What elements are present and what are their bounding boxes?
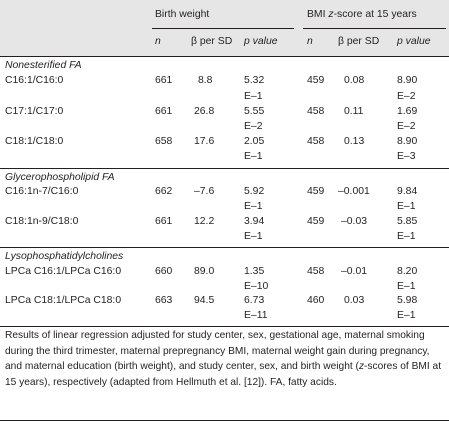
cell-p1-exponent: E–1 bbox=[244, 91, 263, 102]
table-bottom-rule bbox=[0, 326, 449, 327]
cell-p2-exponent: E–1 bbox=[397, 310, 416, 321]
cell-p2-exponent: E–1 bbox=[397, 281, 416, 292]
row-label: C16:1n-7/C16:0 bbox=[5, 186, 79, 197]
cell-p2-mantissa: 8.90 bbox=[397, 136, 418, 147]
cell-p1-mantissa: 6.73 bbox=[244, 295, 265, 306]
cell-n1: 660 bbox=[155, 266, 173, 277]
section-rule bbox=[0, 168, 449, 169]
cell-p1-mantissa: 5.92 bbox=[244, 186, 265, 197]
cell-n2: 458 bbox=[307, 106, 325, 117]
cell-beta2: –0.01 bbox=[341, 266, 368, 277]
group-header-bmi: BMI z-score at 15 years bbox=[307, 9, 417, 21]
cell-p2-exponent: E–2 bbox=[397, 91, 416, 102]
col-header-beta2: β per SD bbox=[338, 36, 380, 47]
cell-p1-exponent: E–2 bbox=[244, 121, 263, 132]
cell-n1: 661 bbox=[155, 106, 173, 117]
cell-p1-exponent: E–1 bbox=[244, 151, 263, 162]
cell-p2-mantissa: 9.84 bbox=[397, 186, 418, 197]
cell-beta1: –7.6 bbox=[194, 186, 215, 197]
cell-p2-exponent: E–2 bbox=[397, 121, 416, 132]
row-label: C18:1/C18:0 bbox=[5, 136, 64, 147]
section-title: Glycerophospholipid FA bbox=[5, 172, 115, 183]
cell-p2-mantissa: 5.85 bbox=[397, 216, 418, 227]
cell-beta2: 0.03 bbox=[344, 295, 365, 306]
cell-n2: 459 bbox=[307, 186, 325, 197]
cell-beta2: 0.13 bbox=[344, 136, 365, 147]
table-caption: Results of linear regression adjusted fo… bbox=[5, 328, 445, 390]
cell-p2-exponent: E–1 bbox=[397, 231, 416, 242]
group-rule-bmi bbox=[303, 28, 446, 29]
cell-p1-mantissa: 2.05 bbox=[244, 136, 265, 147]
cell-p1-mantissa: 5.55 bbox=[244, 106, 265, 117]
col-header-p2: p value bbox=[397, 36, 431, 47]
cell-beta2: 0.08 bbox=[344, 75, 365, 86]
row-label: C18:1n-9/C18:0 bbox=[5, 216, 79, 227]
cell-n1: 661 bbox=[155, 75, 173, 86]
cell-p1-exponent: E–10 bbox=[244, 281, 269, 292]
cell-p2-exponent: E–1 bbox=[397, 201, 416, 212]
cell-beta2: –0.001 bbox=[338, 186, 370, 197]
cell-p2-mantissa: 8.90 bbox=[397, 75, 418, 86]
cell-p2-exponent: E–3 bbox=[397, 151, 416, 162]
cell-p1-exponent: E–11 bbox=[244, 310, 268, 321]
row-label: LPCa C18:1/LPCa C18:0 bbox=[5, 295, 122, 306]
caption-text: -scores of BMI at 15 years), respectivel… bbox=[5, 361, 442, 388]
section-rule bbox=[0, 247, 449, 248]
caption-bottom-rule bbox=[0, 420, 449, 421]
cell-n2: 458 bbox=[307, 266, 325, 277]
cell-beta1: 26.8 bbox=[194, 106, 215, 117]
cell-n1: 658 bbox=[155, 136, 173, 147]
cell-p2-mantissa: 1.69 bbox=[397, 106, 418, 117]
col-header-n2: n bbox=[307, 36, 313, 47]
group-header-birth-weight: Birth weight bbox=[155, 9, 210, 20]
col-header-beta1: β per SD bbox=[191, 36, 233, 47]
section-title: Nonesterified FA bbox=[5, 60, 82, 71]
cell-p1-exponent: E–1 bbox=[244, 231, 263, 242]
caption-text: Results of linear regression adjusted fo… bbox=[5, 330, 430, 373]
cell-p1-mantissa: 1.35 bbox=[244, 266, 265, 277]
cell-beta1: 17.6 bbox=[194, 136, 215, 147]
cell-beta1: 12.2 bbox=[194, 216, 215, 227]
cell-p1-exponent: E–1 bbox=[244, 201, 263, 212]
cell-p1-mantissa: 3.94 bbox=[244, 216, 265, 227]
cell-p2-mantissa: 5.98 bbox=[397, 295, 418, 306]
row-label: C16:1/C16:0 bbox=[5, 75, 64, 86]
group-header-bmi-italic: z bbox=[328, 9, 334, 20]
cell-n2: 459 bbox=[307, 216, 325, 227]
group-header-bmi-part: BMI bbox=[307, 9, 329, 20]
col-header-p1: p value bbox=[244, 36, 278, 47]
caption-italic: z bbox=[358, 361, 365, 373]
cell-beta2: –0.03 bbox=[341, 216, 368, 227]
cell-n2: 460 bbox=[307, 295, 325, 306]
section-title: Lysophosphatidylcholines bbox=[5, 251, 124, 262]
cell-n2: 459 bbox=[307, 75, 325, 86]
cell-n2: 458 bbox=[307, 136, 325, 147]
group-header-bmi-part: -score at 15 years bbox=[333, 9, 417, 20]
col-header-n1: n bbox=[155, 36, 161, 47]
row-label: C17:1/C17:0 bbox=[5, 106, 64, 117]
cell-p1-mantissa: 5.32 bbox=[244, 75, 265, 86]
header-bottom-rule bbox=[0, 56, 449, 57]
group-rule-birth-weight bbox=[152, 28, 294, 29]
cell-n1: 661 bbox=[155, 216, 173, 227]
row-label: LPCa C16:1/LPCa C16:0 bbox=[5, 266, 122, 277]
cell-beta2: 0.11 bbox=[344, 106, 364, 117]
cell-beta1: 94.5 bbox=[194, 295, 215, 306]
cell-beta1: 89.0 bbox=[194, 266, 215, 277]
cell-n1: 662 bbox=[155, 186, 173, 197]
cell-beta1: 8.8 bbox=[198, 75, 213, 86]
cell-p2-mantissa: 8.20 bbox=[397, 266, 418, 277]
cell-n1: 663 bbox=[155, 295, 173, 306]
